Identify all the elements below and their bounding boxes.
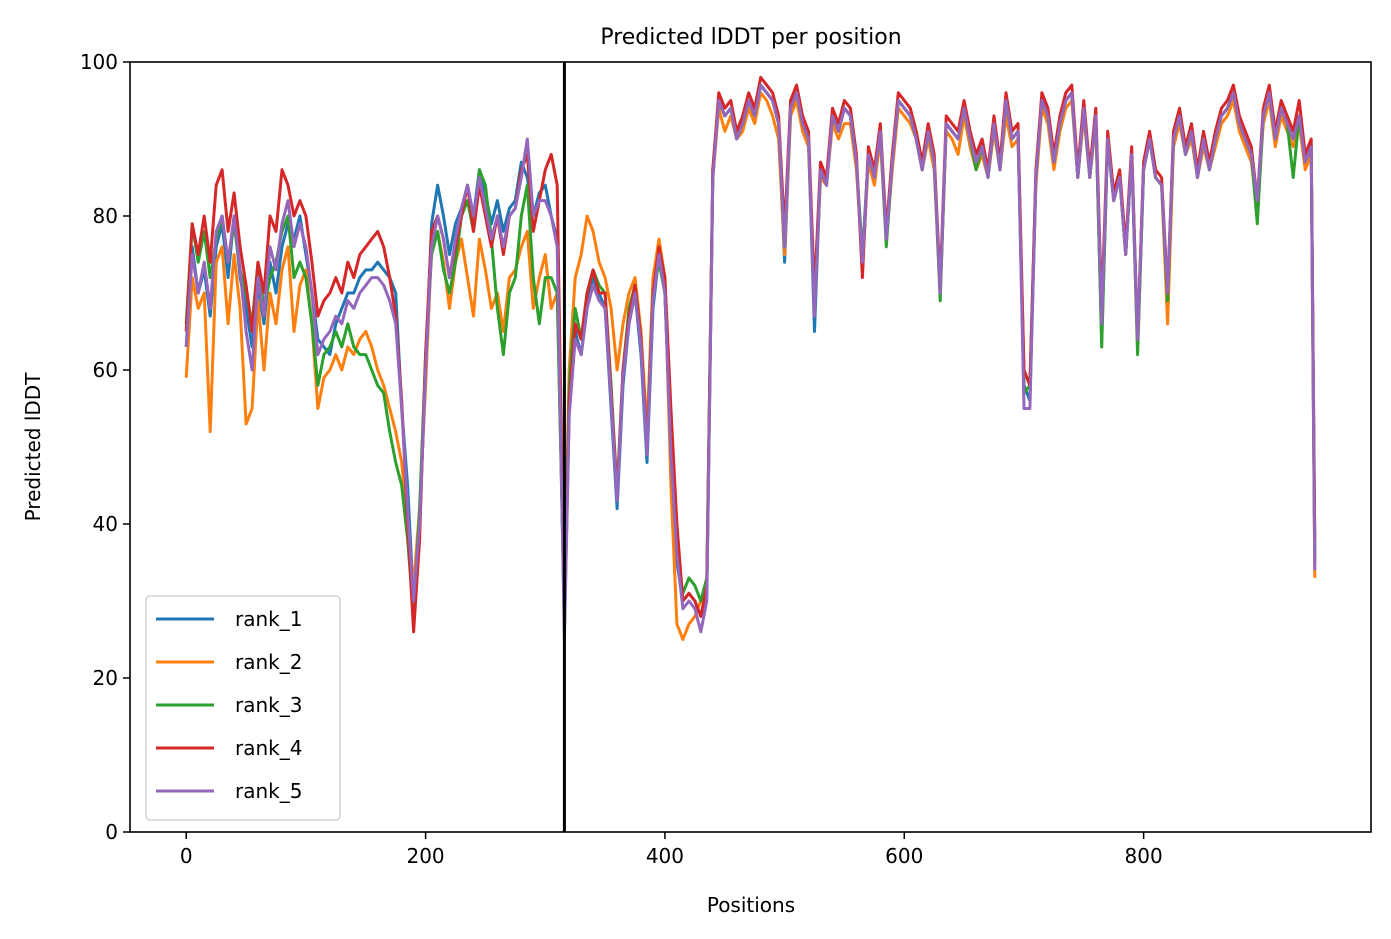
legend-label-rank_1: rank_1 [235, 607, 302, 631]
x-tick-label: 800 [1125, 844, 1163, 868]
legend-box [145, 595, 341, 821]
y-tick-label: 100 [80, 50, 118, 74]
series-layer [184, 75, 1317, 641]
legend: rank_1 rank_2 rank_3 rank_4 rank_5 [145, 595, 341, 821]
y-axis-label: Predicted lDDT [21, 372, 45, 522]
legend-label-rank_5: rank_5 [235, 779, 302, 803]
x-tick-label: 200 [406, 844, 444, 868]
y-tick-label: 80 [93, 204, 118, 228]
y-axis: 0 20 40 60 80 100 [80, 50, 130, 844]
chart-title: Predicted lDDT per position [600, 25, 901, 50]
x-axis: 0 200 400 600 800 [180, 832, 1163, 868]
y-tick-label: 0 [105, 820, 118, 844]
plot-frame [129, 61, 1372, 833]
x-axis-label: Positions [707, 893, 795, 917]
series-line-rank_5 [184, 83, 1317, 641]
y-tick-label: 20 [93, 666, 118, 690]
x-tick-label: 0 [180, 844, 193, 868]
legend-label-rank_2: rank_2 [235, 650, 302, 674]
x-tick-label: 400 [646, 844, 684, 868]
x-tick-label: 600 [885, 844, 923, 868]
legend-label-rank_3: rank_3 [235, 693, 302, 717]
y-tick-label: 60 [93, 358, 118, 382]
legend-label-rank_4: rank_4 [235, 736, 302, 760]
y-tick-label: 40 [93, 512, 118, 536]
